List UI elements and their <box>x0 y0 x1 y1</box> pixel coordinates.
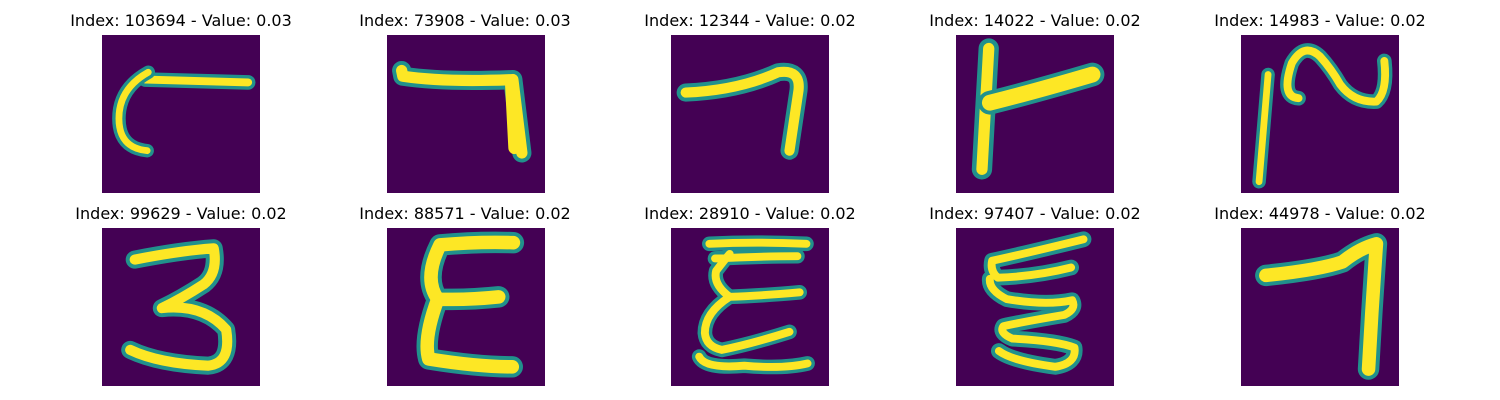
digit-two-like-icon <box>1241 35 1399 193</box>
digit-hook-icon <box>102 35 260 193</box>
panel-title: Index: 88571 - Value: 0.02 <box>359 204 571 223</box>
panel-title: Index: 44978 - Value: 0.02 <box>1214 204 1426 223</box>
digit-zigzag-icon <box>956 228 1114 386</box>
panel-title: Index: 14983 - Value: 0.02 <box>1214 11 1426 30</box>
panel-title: Index: 99629 - Value: 0.02 <box>75 204 287 223</box>
digit-seven-icon <box>1241 228 1399 386</box>
panel-title: Index: 12344 - Value: 0.02 <box>644 11 856 30</box>
digit-seven-icon <box>671 35 829 193</box>
panel-title: Index: 73908 - Value: 0.03 <box>359 11 571 30</box>
digit-epsilon-icon <box>671 228 829 386</box>
panel-title: Index: 97407 - Value: 0.02 <box>929 204 1141 223</box>
panel-title: Index: 14022 - Value: 0.02 <box>929 11 1141 30</box>
digit-seven-icon <box>387 35 545 193</box>
digit-three-icon <box>102 228 260 386</box>
digit-sigma-icon <box>387 228 545 386</box>
digit-four-like-icon <box>956 35 1114 193</box>
panel-title: Index: 103694 - Value: 0.03 <box>70 11 292 30</box>
panel-title: Index: 28910 - Value: 0.02 <box>644 204 856 223</box>
